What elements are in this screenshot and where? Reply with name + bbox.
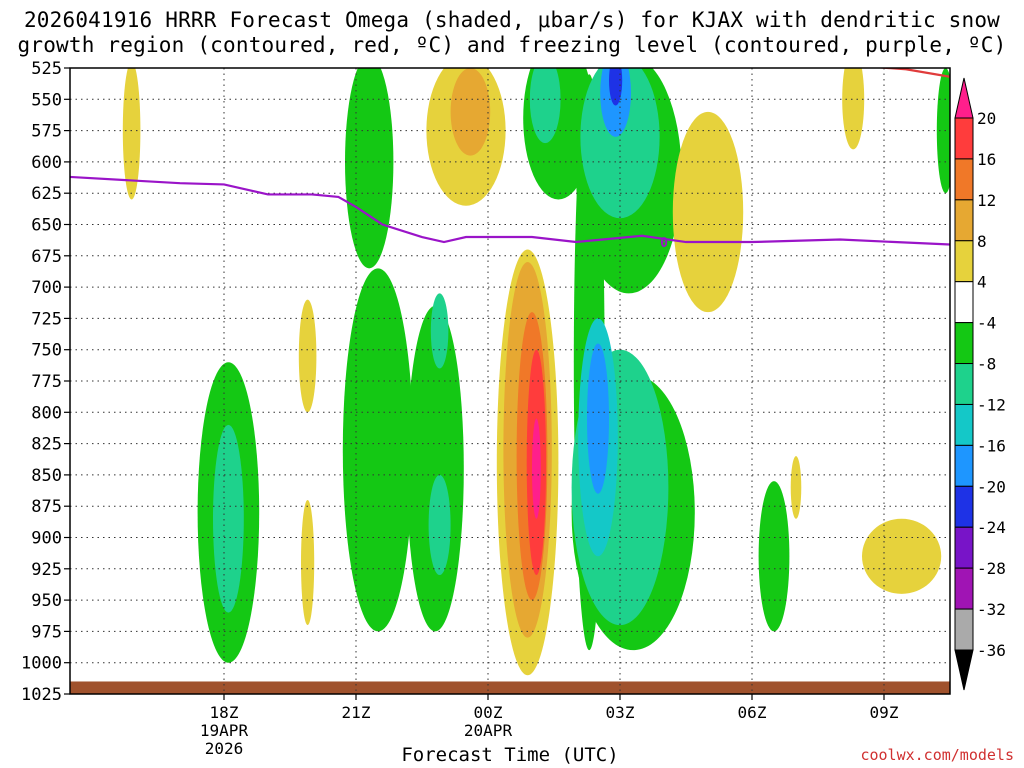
x-tick-label-00Z: 00Z bbox=[474, 703, 503, 722]
freezing-level-line bbox=[70, 175, 950, 246]
omega-cyan-blob-18z bbox=[213, 424, 244, 613]
omega-blue-col-02z bbox=[587, 343, 609, 494]
omega-yellow-0430 bbox=[790, 456, 802, 519]
y-tick-label-775: 775 bbox=[31, 372, 62, 392]
colorbar-segment-2 bbox=[954, 199, 974, 242]
colorbar-segment-1 bbox=[954, 158, 974, 201]
colorbar-segment-8 bbox=[954, 444, 974, 487]
omega-green-0700 bbox=[758, 481, 790, 632]
y-tick-label-825: 825 bbox=[31, 435, 62, 455]
omega-yellow-band-left bbox=[122, 68, 141, 200]
omega-green-2230 bbox=[406, 305, 464, 632]
colorbar-segment-5 bbox=[954, 322, 974, 365]
colorbar-segment-10 bbox=[954, 526, 974, 569]
y-tick-label-625: 625 bbox=[31, 184, 62, 204]
colorbar-label--32: -32 bbox=[977, 600, 1006, 619]
colorbar-label--36: -36 bbox=[977, 641, 1006, 660]
x-tick-label-18Z: 18Z bbox=[210, 703, 239, 722]
x-tick-sublabel-00Z: 20APR bbox=[464, 721, 513, 740]
x-tick-label-06Z: 06Z bbox=[738, 703, 767, 722]
colorbar-segment-6 bbox=[954, 363, 974, 405]
plot-area bbox=[70, 68, 950, 694]
colorbar-bottom-arrow bbox=[954, 649, 974, 691]
y-tick-label-700: 700 bbox=[31, 278, 62, 298]
omega-yellow-small-1930 bbox=[298, 299, 317, 413]
omega-cyan-2230b bbox=[430, 293, 449, 369]
omega-yellow-0530 bbox=[672, 111, 744, 313]
colorbar-segment-11 bbox=[954, 567, 974, 610]
colorbar-label--28: -28 bbox=[977, 559, 1006, 578]
freezing-level-label: 0 bbox=[660, 236, 668, 251]
omega-green-lower-21z bbox=[342, 268, 414, 632]
x-tick-label-21Z: 21Z bbox=[342, 703, 371, 722]
colorbar-label-4: 4 bbox=[977, 273, 987, 292]
omega-yellow-small-1930b bbox=[301, 499, 315, 626]
y-tick-label-600: 600 bbox=[31, 153, 62, 173]
omega-teal-upper-03z bbox=[580, 68, 660, 219]
y-tick-label-750: 750 bbox=[31, 341, 62, 361]
colorbar-label--8: -8 bbox=[977, 355, 996, 374]
y-tick-label-925: 925 bbox=[31, 560, 62, 580]
colorbar-label--20: -20 bbox=[977, 477, 1006, 496]
x-tick-sublabel-18Z: 19APR bbox=[200, 721, 249, 740]
x-axis-title: Forecast Time (UTC) bbox=[401, 744, 619, 766]
colorbar-label--12: -12 bbox=[977, 395, 1006, 414]
omega-orange-upper-2330 bbox=[450, 68, 491, 156]
y-tick-label-900: 900 bbox=[31, 529, 62, 549]
title-line-2: growth region (contoured, red, ºC) and f… bbox=[17, 33, 1007, 57]
x-tick-label-09Z: 09Z bbox=[870, 703, 899, 722]
colorbar-label--16: -16 bbox=[977, 436, 1006, 455]
title-line-1: 2026041916 HRRR Forecast Omega (shaded, … bbox=[23, 8, 1001, 32]
credit-text[interactable]: coolwx.com/models bbox=[860, 746, 1014, 764]
y-tick-label-950: 950 bbox=[31, 591, 62, 611]
omega-yellow-0800 bbox=[842, 68, 865, 150]
colorbar-label--4: -4 bbox=[977, 314, 996, 333]
colorbar-label-8: 8 bbox=[977, 232, 987, 251]
colorbar-label--24: -24 bbox=[977, 518, 1006, 537]
y-tick-label-675: 675 bbox=[31, 247, 62, 267]
colorbar-top-arrow bbox=[954, 77, 974, 119]
omega-green-upper-21z bbox=[345, 68, 394, 269]
y-tick-label-1025: 1025 bbox=[21, 685, 62, 705]
y-tick-label-875: 875 bbox=[31, 497, 62, 517]
y-tick-label-550: 550 bbox=[31, 90, 62, 110]
colorbar-segment-12 bbox=[954, 608, 974, 651]
omega-purple-upper-03z bbox=[609, 68, 623, 106]
colorbar-segment-4 bbox=[954, 281, 974, 324]
contour-lines: 0 bbox=[70, 68, 950, 251]
omega-yellow-0930 bbox=[862, 518, 942, 594]
grid bbox=[70, 67, 950, 695]
colorbar-segment-0 bbox=[954, 117, 974, 160]
x-tick-sublabel2-18Z: 2026 bbox=[205, 739, 244, 758]
dendritic-growth-line bbox=[872, 68, 950, 78]
y-tick-label-650: 650 bbox=[31, 216, 62, 236]
y-tick-label-525: 525 bbox=[31, 59, 62, 79]
omega-cyan-upper-01z bbox=[529, 68, 561, 144]
ground-bar bbox=[70, 681, 950, 694]
y-tick-label-575: 575 bbox=[31, 122, 62, 142]
omega-cyan-2230 bbox=[428, 474, 451, 576]
colorbar-label-16: 16 bbox=[977, 150, 996, 169]
x-tick-label-03Z: 03Z bbox=[606, 703, 635, 722]
colorbar-label-12: 12 bbox=[977, 191, 996, 210]
colorbar-segment-7 bbox=[954, 403, 974, 446]
colorbar-segment-3 bbox=[954, 240, 974, 283]
colorbar-label-20: 20 bbox=[977, 109, 996, 128]
y-axis: 525 550 575 600 625 650 675 700 725 750 775 800 825 8… bbox=[21, 59, 70, 705]
colorbar: 20 16 12 8 4 -4 -8 -12 -16 -20 -24 -28 -32 -36 bbox=[954, 77, 1006, 691]
y-tick-label-725: 725 bbox=[31, 309, 62, 329]
colorbar-segment-9 bbox=[954, 485, 974, 528]
y-tick-label-1000: 1000 bbox=[21, 654, 62, 674]
y-tick-label-975: 975 bbox=[31, 622, 62, 642]
y-tick-label-850: 850 bbox=[31, 466, 62, 486]
y-tick-label-800: 800 bbox=[31, 403, 62, 423]
omega-magenta-col-01z bbox=[532, 418, 541, 519]
chart-title: 2026041916 HRRR Forecast Omega (shaded, … bbox=[0, 8, 1024, 58]
